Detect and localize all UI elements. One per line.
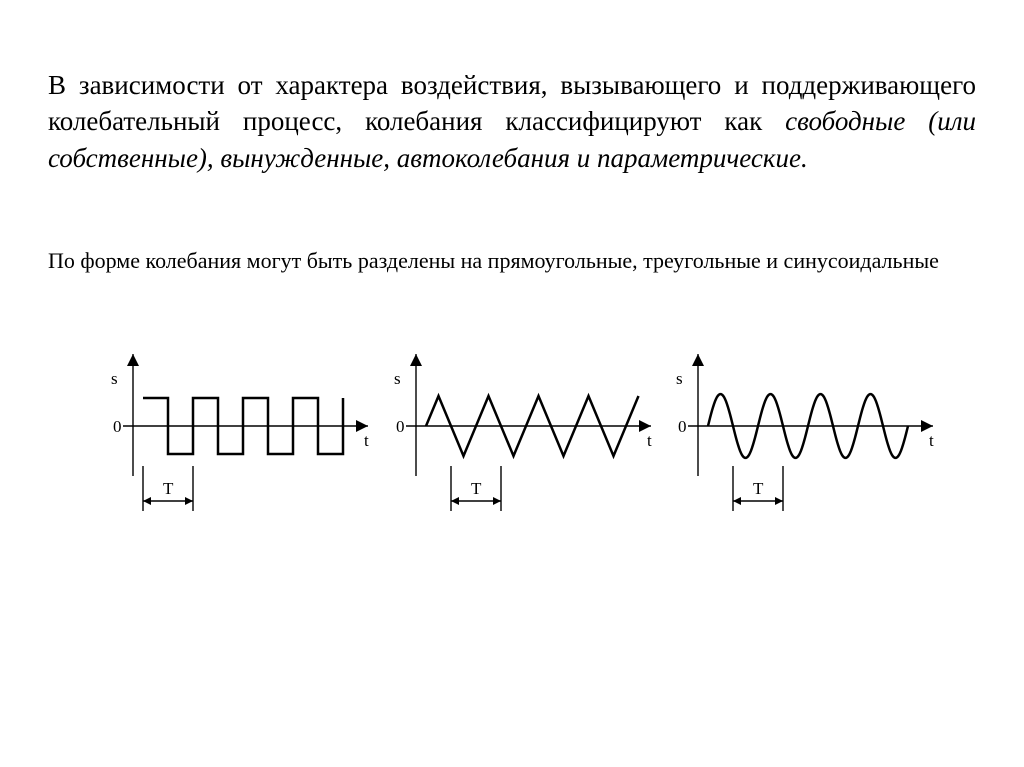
svg-text:0: 0 [113,417,122,436]
svg-text:s: s [676,369,683,388]
sine-wave-diagram: s 0 t T [653,346,936,536]
triangle-wave-diagram: s 0 t T [371,346,654,536]
svg-text:0: 0 [396,417,405,436]
square-wave-diagram: s 0 t T [88,346,371,536]
svg-text:s: s [111,369,118,388]
svg-text:T: T [163,479,174,498]
svg-text:T: T [753,479,764,498]
svg-text:t: t [929,431,934,450]
svg-text:0: 0 [678,417,687,436]
diagram-row: s 0 t T s 0 t T s 0 t T [48,346,976,536]
paragraph-1: В зависимости от характера воздействия, … [48,67,976,176]
svg-text:T: T [471,479,482,498]
paragraph-2: По форме колебания могут быть разделены … [48,246,976,276]
svg-text:t: t [364,431,369,450]
svg-text:t: t [647,431,652,450]
svg-text:s: s [394,369,401,388]
